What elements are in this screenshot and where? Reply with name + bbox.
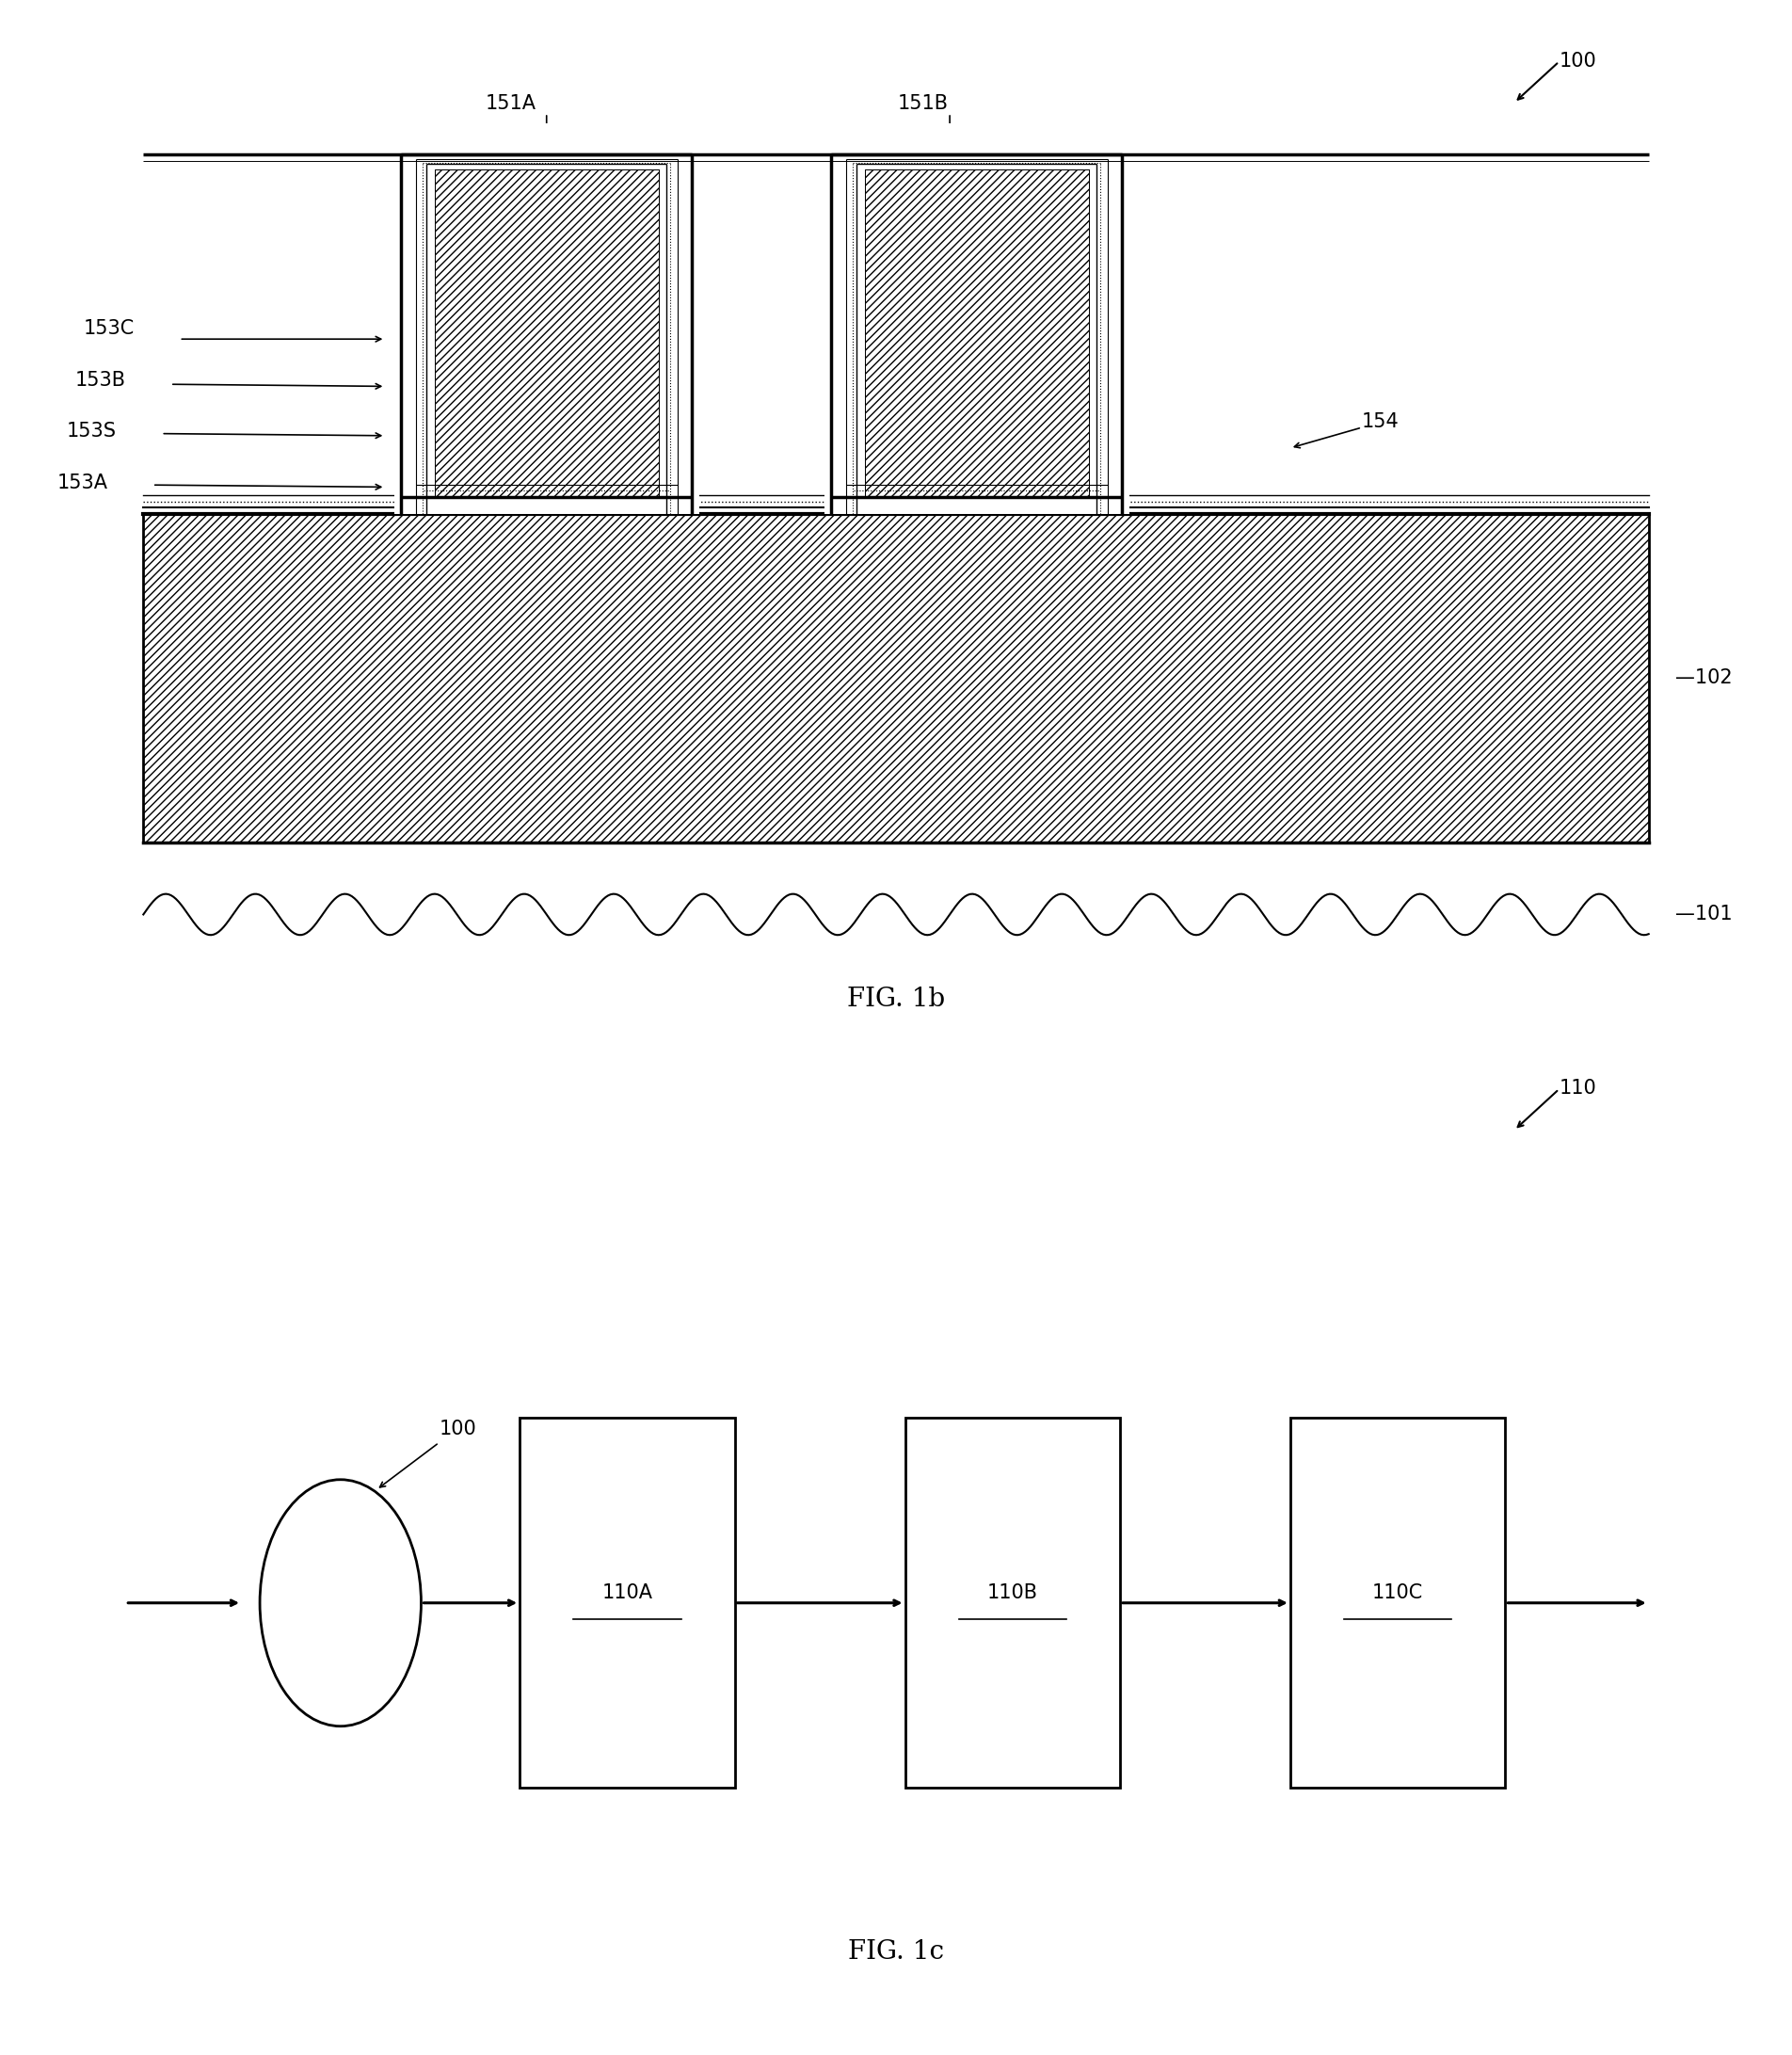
Text: 110B: 110B bbox=[987, 1582, 1038, 1603]
Text: FIG. 1c: FIG. 1c bbox=[848, 1940, 944, 1965]
Bar bbox=[143, 514, 1649, 843]
Bar bbox=[143, 514, 1649, 843]
Bar bbox=[434, 169, 659, 497]
Bar bbox=[864, 169, 1088, 497]
Text: 153C: 153C bbox=[84, 319, 134, 339]
Text: —102: —102 bbox=[1676, 668, 1733, 688]
Bar bbox=[520, 1418, 735, 1788]
Ellipse shape bbox=[260, 1480, 421, 1726]
Text: 110A: 110A bbox=[602, 1582, 652, 1603]
Bar bbox=[824, 123, 1129, 514]
Bar bbox=[434, 169, 659, 497]
Bar bbox=[394, 123, 699, 514]
Bar bbox=[864, 169, 1088, 497]
Text: FIG. 1b: FIG. 1b bbox=[848, 986, 944, 1011]
Text: 110C: 110C bbox=[1373, 1582, 1423, 1603]
Bar bbox=[905, 1418, 1120, 1788]
Bar bbox=[434, 169, 659, 497]
Text: 100: 100 bbox=[1559, 51, 1597, 70]
Text: 153B: 153B bbox=[75, 370, 125, 390]
Text: 151A: 151A bbox=[486, 95, 536, 113]
Bar bbox=[1290, 1418, 1505, 1788]
Bar bbox=[864, 169, 1088, 497]
Text: 100: 100 bbox=[439, 1420, 477, 1438]
Text: 153A: 153A bbox=[57, 473, 108, 493]
Text: 110: 110 bbox=[1559, 1079, 1597, 1097]
Text: 154: 154 bbox=[1362, 411, 1400, 432]
Text: 151B: 151B bbox=[898, 95, 948, 113]
Text: 153S: 153S bbox=[66, 421, 116, 442]
Text: —101: —101 bbox=[1676, 904, 1733, 925]
